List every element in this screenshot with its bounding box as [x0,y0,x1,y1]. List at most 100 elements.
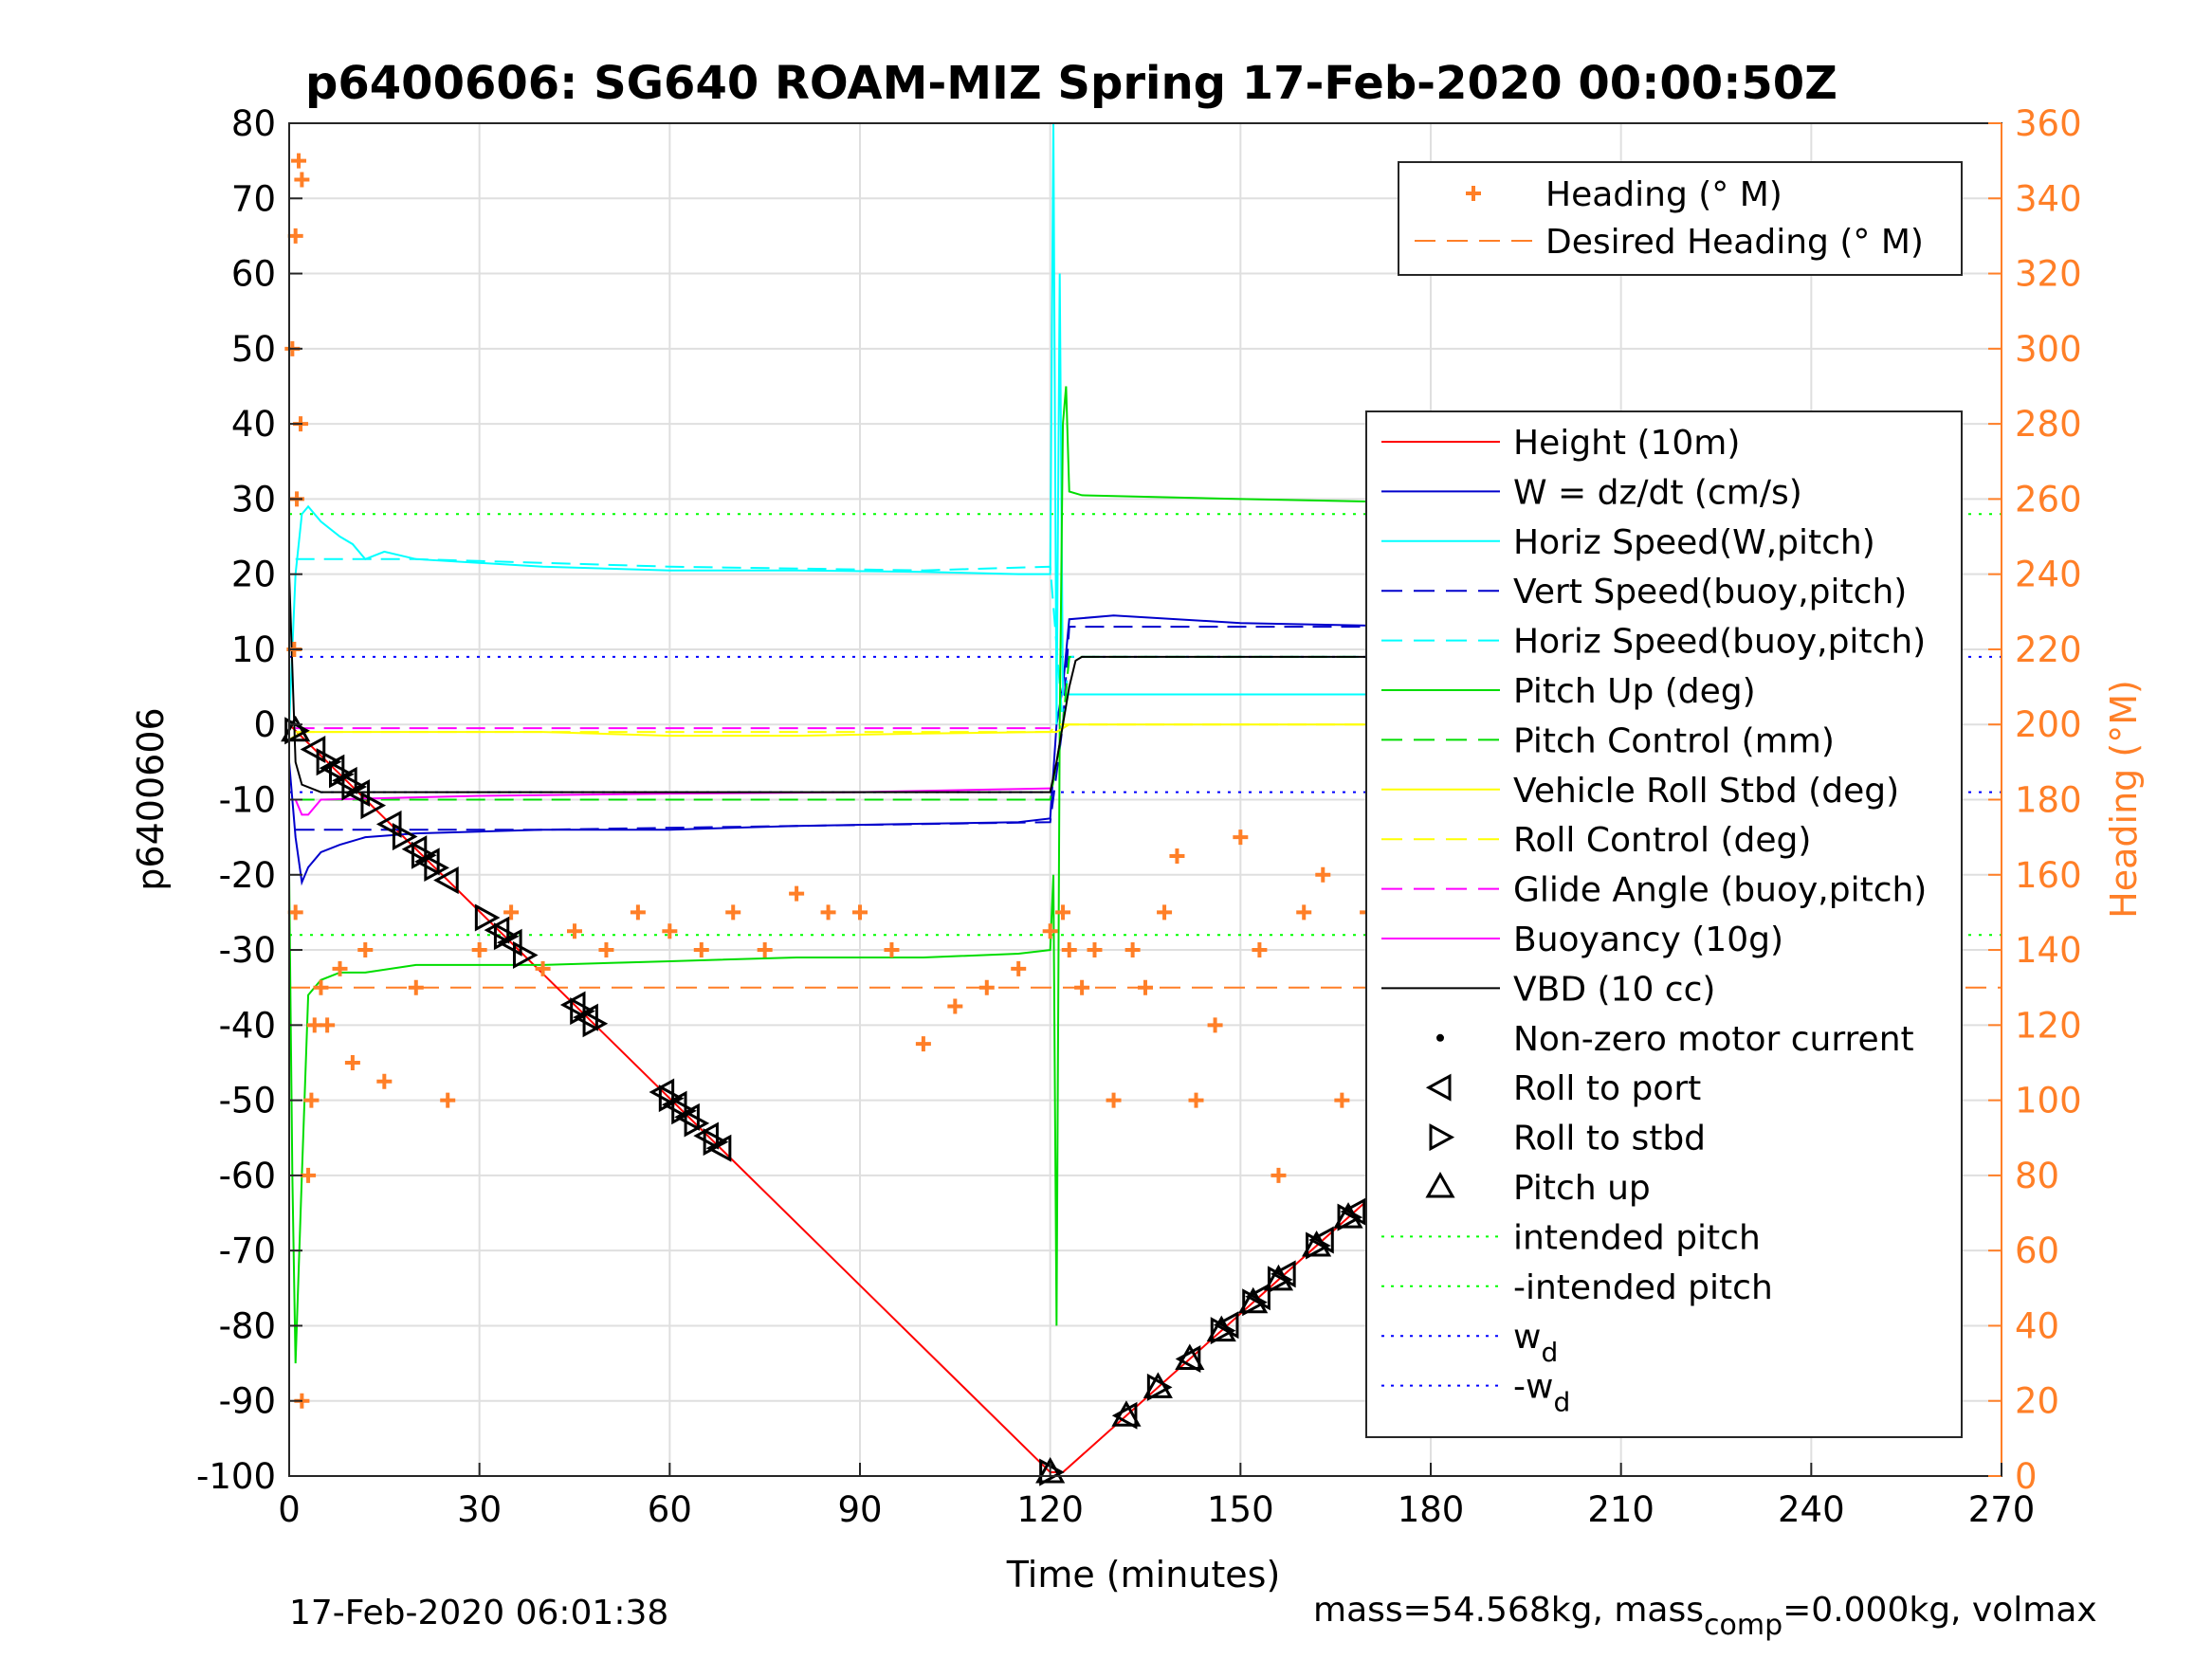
y-right-tick-label: 40 [2015,1305,2059,1346]
legend-main-label-sub: d [1553,1387,1570,1418]
footer-mass-suffix: =0.000kg, volmax [1782,1591,2097,1630]
x-axis-label: Time (minutes) [1006,1554,1281,1595]
series-line [288,574,1900,793]
roll-stbd-marker [1210,1317,1236,1345]
roll-stbd-marker [341,773,368,801]
y-tick-label: 0 [253,704,276,745]
pitch-up-marker [1111,1400,1142,1427]
legend-main-label-text: Horiz Speed(W,pitch) [1513,523,1875,562]
legend-main-label: intended pitch [1513,1218,1761,1257]
roll-port-marker [1175,1344,1201,1374]
heading-point [503,904,520,921]
heading-point [852,904,868,921]
x-tick-label: 30 [457,1489,502,1530]
legend-main-label: Roll Control (deg) [1513,821,1811,860]
heading-point [1087,942,1103,958]
y-right-tick-label: 0 [2015,1456,2038,1497]
heading-point [1055,904,1071,921]
heading-point [1061,942,1077,958]
series-line [295,723,1900,734]
legend-main-label-text: intended pitch [1513,1218,1761,1257]
pitch-up-marker [1333,1202,1363,1229]
footer-mass: mass=54.568kg, masscomp=0.000kg, volmax [1313,1591,2097,1642]
legend-main-label-text: Height (10m) [1513,424,1740,463]
roll-port-marker [693,1121,719,1150]
heading-point [294,172,310,188]
footer-mass-sub: comp [1704,1609,1782,1642]
legend-main-label-text: Pitch Control (mm) [1513,721,1835,760]
legend-main-symbol [1429,1123,1455,1152]
pitch-up-marker [1302,1230,1332,1257]
heading-point [1042,923,1058,939]
heading-point [332,960,348,976]
legend-main-label: Height (10m) [1513,424,1740,463]
legend-main-symbol [1436,1033,1444,1042]
roll-stbd-marker [658,1085,685,1113]
x-tick-label: 60 [648,1489,692,1530]
heading-point [630,904,646,921]
heading-point [947,998,963,1014]
heading-point [301,1167,317,1183]
roll-port-marker [705,1134,732,1162]
legend-main-label-text: Roll to stbd [1513,1120,1706,1158]
y-axis-label: p6400606 [130,707,172,890]
roll-port-marker [401,835,428,864]
heading-point [1296,904,1312,921]
roll-port-marker [649,1078,675,1106]
roll-port-marker [433,866,459,895]
roll-port-marker [300,735,326,764]
x-tick-label: 120 [1016,1489,1084,1530]
heading-point [693,942,709,958]
roll-port-marker [319,754,345,782]
roll-stbd-marker [1337,1203,1363,1231]
roll-stbd-marker [703,1128,729,1157]
legend-main-label: Pitch Up (deg) [1513,672,1756,711]
y-axis-right-label: Heading (°M) [2103,680,2145,919]
legend-main-label-text: Roll to port [1513,1069,1701,1108]
legend-main-symbol [1425,1171,1455,1198]
legend-main-label-text: Horiz Speed(buoy,pitch) [1513,623,1926,662]
heading-point [357,942,374,958]
y-right-tick-label: 260 [2015,479,2082,520]
legend-main-label: wd [1513,1318,1558,1368]
legend-main-label-text: -intended pitch [1513,1268,1773,1307]
pitch-up-marker [1206,1315,1236,1342]
footer-mass-prefix: mass=54.568kg, mass [1313,1591,1704,1630]
y-tick-label: -80 [219,1305,276,1346]
heading-point [287,228,303,244]
heading-point [440,1092,456,1108]
chart-title: p6400606: SG640 ROAM-MIZ Spring 17-Feb-2… [305,57,1837,110]
roll-port-marker [375,810,402,838]
y-right-tick-label: 220 [2015,629,2082,670]
y-right-tick-label: 80 [2015,1156,2059,1196]
roll-port-marker [484,916,510,944]
heading-point [535,960,551,976]
y-tick-label: 10 [231,629,276,670]
legend-top-symbol [1466,186,1481,201]
y-tick-label: 20 [231,555,276,595]
roll-port-marker [344,779,371,808]
pitch-up-marker [1238,1286,1269,1314]
y-tick-label: 80 [231,103,276,144]
legend-main-label-text: W = dz/dt (cm/s) [1513,473,1802,512]
heading-point [1074,979,1090,995]
legend-top-label: Desired Heading (° M) [1545,223,1924,262]
heading-point [662,923,678,939]
x-tick-label: 180 [1398,1489,1465,1530]
heading-point [1315,866,1331,883]
heading-point [725,904,741,921]
heading-point [313,979,329,995]
heading-point [291,153,307,169]
legend-main-label: Glide Angle (buoy,pitch) [1513,871,1927,910]
legend-main-label-text: -w [1513,1368,1553,1407]
legend-main-label: Vert Speed(buoy,pitch) [1513,573,1907,611]
y-tick-label: 60 [231,254,276,295]
y-tick-label: 50 [231,329,276,370]
legend-main-label: Roll to port [1513,1069,1701,1108]
heading-point [376,1073,393,1089]
roll-stbd-marker [1039,1458,1065,1486]
pitch-up-marker [1035,1456,1066,1484]
roll-stbd-marker [1267,1266,1293,1294]
roll-stbd-marker [671,1097,697,1125]
